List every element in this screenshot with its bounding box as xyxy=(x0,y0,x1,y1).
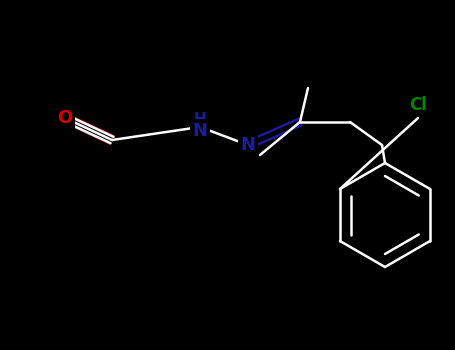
Text: N: N xyxy=(192,122,207,140)
Text: Cl: Cl xyxy=(409,96,427,114)
Text: O: O xyxy=(57,109,73,127)
Text: N: N xyxy=(241,136,256,154)
Text: H: H xyxy=(194,112,207,127)
